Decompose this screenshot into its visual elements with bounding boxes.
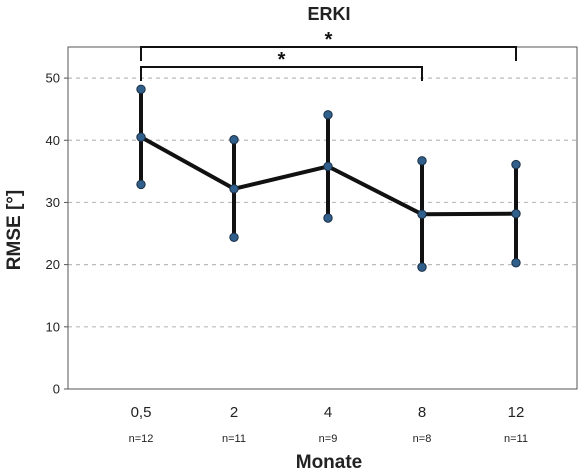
- x-tick-label-2: 4: [324, 404, 332, 421]
- marker-mean-0: [136, 132, 146, 142]
- significance-brackets: **: [140, 29, 517, 81]
- marker-lower-3: [417, 262, 427, 272]
- y-tick-label-3: 30: [46, 195, 60, 210]
- y-tick-label-0: 0: [53, 382, 60, 397]
- marker-lower-0: [136, 179, 146, 190]
- marker-upper-1: [229, 134, 239, 145]
- n-label-2: n=9: [319, 433, 338, 445]
- marker-upper-3: [417, 156, 427, 166]
- sample-size-labels: n=12 n=11 n=9 n=8 n=11: [129, 433, 528, 445]
- significance-bracket-1: [140, 66, 423, 81]
- n-label-1: n=11: [222, 433, 246, 445]
- marker-mean-2: [323, 161, 333, 172]
- y-tick-label-4: 40: [46, 133, 60, 148]
- x-tick-label-0: 0,5: [131, 404, 152, 421]
- marker-mean-1: [229, 184, 239, 194]
- significance-star-1: *: [278, 49, 286, 71]
- x-axis-label: Monate: [296, 452, 363, 473]
- x-axis-ticks: 0,5 2 4 8 12: [131, 404, 525, 421]
- n-label-0: n=12: [129, 433, 154, 445]
- significance-star-0: *: [325, 29, 333, 51]
- marker-lower-4: [511, 258, 521, 268]
- n-label-3: n=8: [413, 433, 432, 445]
- x-tick-label-1: 2: [230, 404, 238, 421]
- marker-lower-1: [229, 232, 239, 242]
- marker-upper-4: [511, 159, 521, 170]
- chart-title: ERKI: [307, 4, 350, 24]
- x-tick-label-3: 8: [418, 404, 426, 421]
- y-axis-label: RMSE [°]: [4, 190, 25, 270]
- y-tick-label-2: 20: [46, 257, 60, 272]
- marker-mean-3: [417, 209, 427, 219]
- marker-upper-2: [323, 110, 333, 120]
- marker-mean-4: [511, 208, 521, 219]
- y-tick-label-5: 50: [46, 71, 60, 86]
- grid-lines: [68, 77, 577, 328]
- markers: [136, 84, 521, 272]
- y-tick-label-1: 10: [46, 319, 60, 334]
- marker-lower-2: [323, 213, 333, 223]
- n-label-4: n=11: [504, 433, 528, 445]
- y-axis-ticks: 0 10 20 30 40 50: [46, 71, 68, 397]
- x-tick-label-4: 12: [508, 404, 525, 421]
- plot-frame: [67, 46, 578, 390]
- marker-upper-0: [136, 84, 146, 94]
- significance-bracket-0: [140, 46, 517, 61]
